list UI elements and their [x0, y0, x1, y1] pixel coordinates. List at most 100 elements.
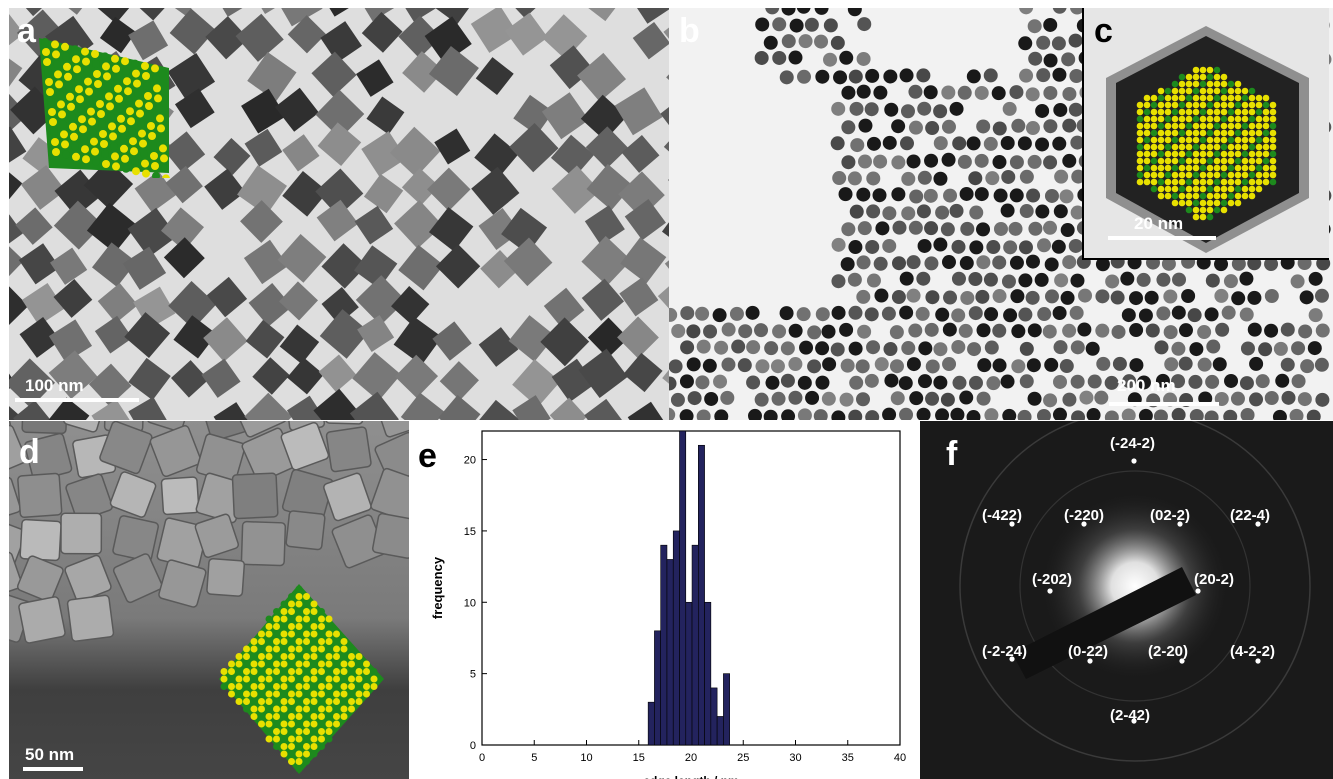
- atom: [280, 743, 288, 750]
- atom: [1157, 108, 1165, 116]
- atom: [295, 630, 303, 638]
- panel-c-particle: [1106, 26, 1309, 253]
- nanoparticle: [856, 84, 871, 99]
- nanoparticle: [1178, 356, 1193, 371]
- nanoparticle: [1156, 306, 1171, 321]
- atom: [348, 645, 355, 653]
- atom: [303, 615, 310, 623]
- nanoparticle: [901, 171, 916, 186]
- atom: [1227, 87, 1235, 95]
- atom: [265, 705, 273, 713]
- atom: [1192, 101, 1200, 109]
- nanoparticle: [840, 257, 855, 272]
- atom: [333, 668, 340, 675]
- nanoparticle: [983, 68, 998, 83]
- atom: [340, 705, 348, 713]
- atom: [128, 127, 136, 136]
- nanoparticle: [866, 171, 881, 186]
- atom: [111, 152, 119, 161]
- atom: [288, 660, 295, 668]
- atom: [258, 675, 265, 683]
- atom: [295, 743, 303, 750]
- atom: [1213, 66, 1221, 74]
- nanoparticle: [1171, 341, 1186, 356]
- panel-b-scalebar: [1109, 402, 1219, 406]
- nanoparticle: [815, 341, 830, 356]
- atom: [340, 645, 348, 653]
- atom: [88, 117, 96, 126]
- atom: [280, 675, 288, 683]
- nanoparticle: [1204, 410, 1219, 420]
- atom: [348, 668, 355, 675]
- nanoparticle: [882, 206, 897, 221]
- atom: [81, 145, 89, 154]
- octahedron-particle: [311, 51, 357, 97]
- atom: [1143, 108, 1151, 116]
- atom: [280, 713, 288, 720]
- atom: [1220, 143, 1228, 151]
- atom: [1150, 157, 1158, 165]
- atom: [265, 675, 273, 683]
- sem-particle: [64, 554, 112, 603]
- atom: [280, 615, 288, 623]
- atom: [139, 139, 147, 148]
- histogram-bar: [685, 601, 693, 746]
- octahedron-particle: [395, 8, 444, 22]
- octahedron-particle: [357, 315, 395, 352]
- octahedron-particle: [359, 8, 395, 22]
- octahedron-particle: [428, 207, 474, 252]
- octahedron-particle: [53, 200, 103, 250]
- x-tick-label: 0: [479, 752, 485, 764]
- atom: [310, 735, 318, 743]
- atom: [280, 608, 288, 615]
- panel-b-label: b: [679, 12, 700, 50]
- nanoparticle: [779, 70, 794, 85]
- atom: [273, 683, 280, 690]
- atom: [1241, 129, 1249, 137]
- nanoparticle: [1264, 288, 1279, 303]
- nanoparticle: [1068, 33, 1083, 48]
- atom: [1234, 178, 1242, 186]
- nanoparticle: [924, 153, 939, 168]
- panel-c-tem-inset: c 20 nm: [1082, 8, 1329, 260]
- atom: [220, 683, 228, 690]
- nanoparticle: [943, 290, 958, 305]
- nanoparticle: [781, 8, 796, 16]
- octahedron-particle: [393, 316, 443, 366]
- atom: [1206, 87, 1214, 95]
- nanoparticle: [1188, 374, 1203, 389]
- octahedron-particle: [9, 283, 29, 329]
- octahedron-particle: [398, 15, 442, 59]
- nanoparticle: [1239, 271, 1254, 286]
- atom: [70, 132, 78, 141]
- atom: [280, 683, 288, 690]
- nanoparticle: [1061, 52, 1076, 67]
- atom: [333, 645, 340, 653]
- atom: [265, 690, 273, 698]
- octahedron-particle: [9, 11, 25, 51]
- atom: [325, 645, 333, 653]
- panel-c-scalebar-label: 20 nm: [1134, 214, 1184, 233]
- atom: [288, 600, 295, 608]
- nanoparticle: [916, 68, 931, 83]
- nanoparticle: [1249, 356, 1264, 371]
- atom: [318, 690, 325, 698]
- nanoparticle: [848, 305, 863, 320]
- atom: [1199, 87, 1207, 95]
- atom: [325, 675, 333, 683]
- octahedron-particle: [438, 394, 481, 420]
- nanoparticle: [848, 240, 863, 255]
- panel-d-scalebar: [23, 767, 83, 771]
- atom: [1178, 171, 1186, 179]
- atom: [76, 95, 84, 104]
- octahedron-particle: [435, 244, 481, 289]
- atom: [1199, 108, 1207, 116]
- atom: [1234, 115, 1242, 123]
- nanoparticle: [968, 306, 983, 321]
- atom: [1185, 129, 1193, 137]
- atom: [265, 683, 273, 690]
- nanoparticle: [1025, 121, 1040, 136]
- nanoparticle: [830, 342, 845, 357]
- atom: [1227, 178, 1235, 186]
- nanoparticle: [976, 323, 991, 338]
